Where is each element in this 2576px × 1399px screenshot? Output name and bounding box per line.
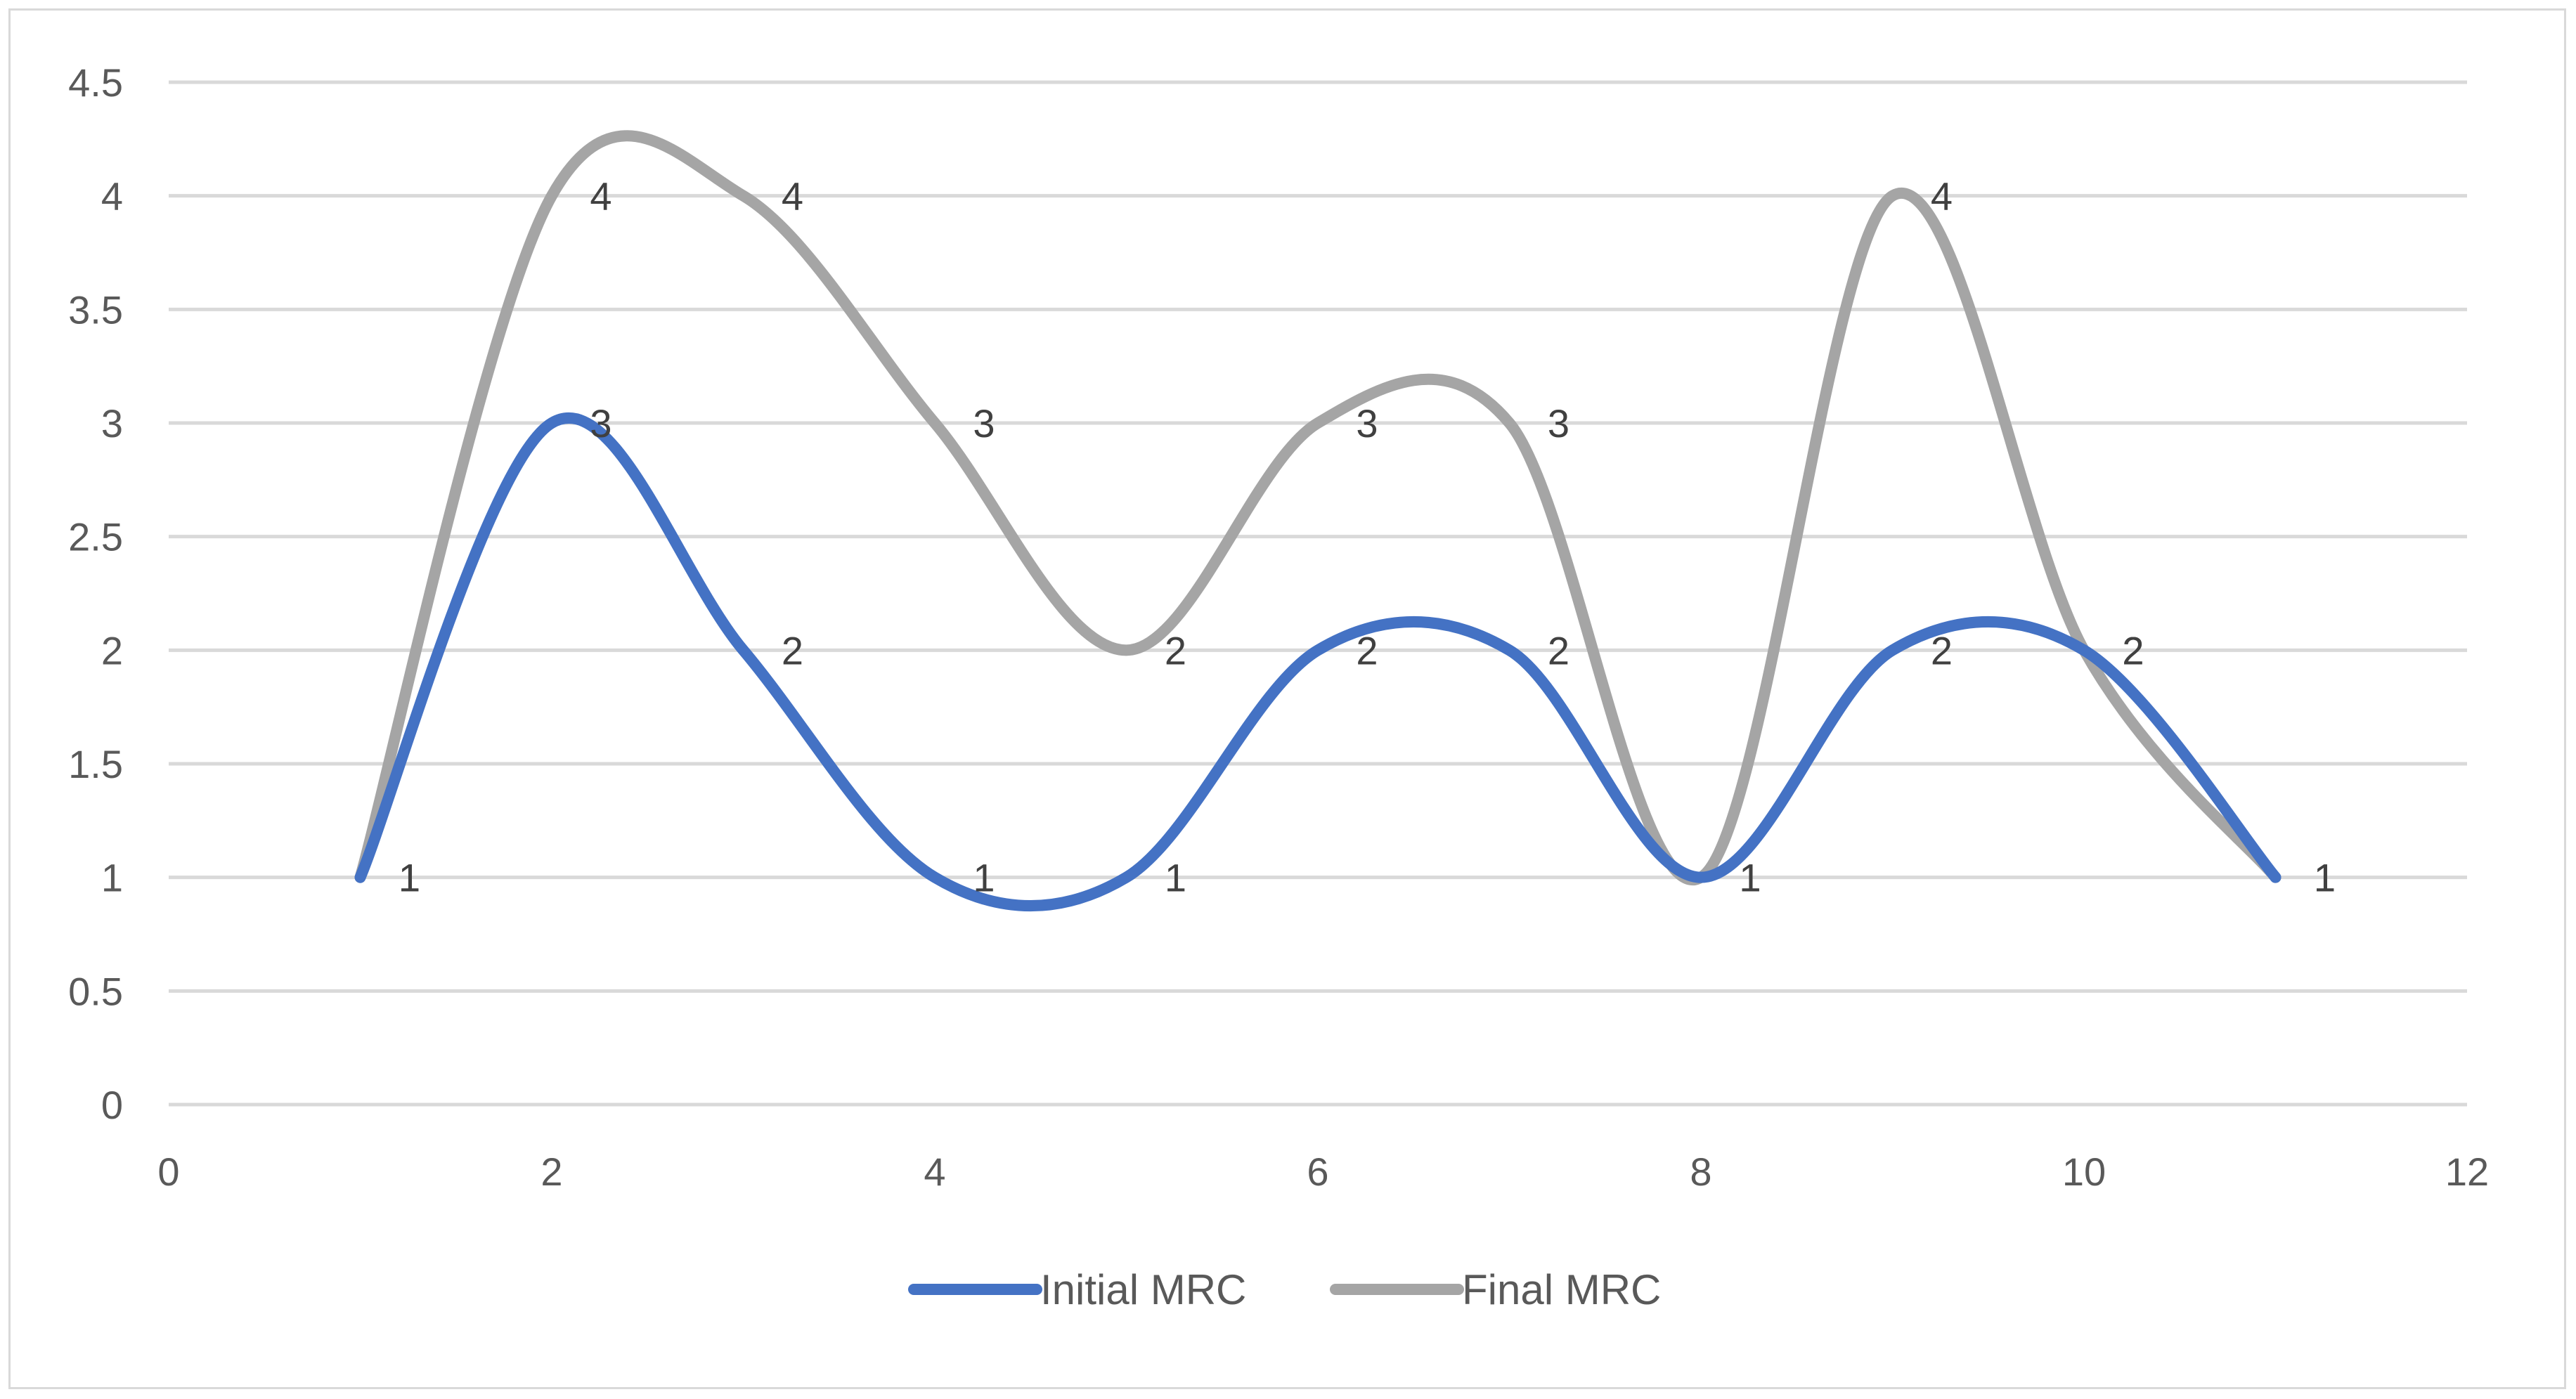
y-tick-label: 3	[101, 401, 123, 445]
legend-label: Final MRC	[1462, 1266, 1661, 1313]
y-tick-label: 0	[101, 1083, 123, 1127]
data-label: 3	[1548, 401, 1569, 445]
y-tick-label: 1	[101, 856, 123, 900]
y-tick-label: 2.5	[68, 515, 123, 559]
data-label: 2	[1931, 628, 1953, 672]
data-label: 4	[590, 174, 611, 219]
y-tick-label: 4	[101, 174, 123, 219]
y-tick-label: 1.5	[68, 742, 123, 786]
y-tick-label: 4.5	[68, 60, 123, 105]
data-label: 1	[2314, 856, 2336, 900]
data-label: 2	[1165, 628, 1186, 672]
data-label: 2	[1548, 628, 1569, 672]
x-tick-label: 8	[1690, 1150, 1711, 1194]
data-label: 1	[1739, 856, 1761, 900]
x-tick-label: 10	[2062, 1150, 2106, 1194]
data-label: 3	[973, 401, 995, 445]
data-label: 2	[1356, 628, 1378, 672]
legend: Initial MRC Final MRC	[908, 1266, 1661, 1313]
data-label: 2	[2122, 628, 2144, 672]
data-label: 1	[1165, 856, 1186, 900]
y-axis-ticks: 0 0.5 1 1.5 2 2.5 3 3.5 4 4.5	[68, 60, 123, 1127]
x-tick-label: 2	[541, 1150, 562, 1194]
series-line-final-mrc	[354, 130, 2281, 885]
data-label: 4	[782, 174, 803, 219]
y-tick-label: 0.5	[68, 969, 123, 1013]
data-label: 3	[1356, 401, 1378, 445]
legend-label: Initial MRC	[1040, 1266, 1246, 1313]
gridlines	[169, 80, 2467, 1107]
data-label: 1	[973, 856, 995, 900]
x-tick-label: 12	[2445, 1150, 2489, 1194]
x-tick-label: 0	[157, 1150, 179, 1194]
x-tick-label: 4	[924, 1150, 945, 1194]
data-label: 3	[590, 401, 611, 445]
y-tick-label: 3.5	[68, 287, 123, 332]
data-label: 1	[399, 856, 420, 900]
x-tick-label: 6	[1307, 1150, 1328, 1194]
series-line-initial-mrc	[354, 412, 2281, 912]
data-label: 4	[1931, 174, 1953, 219]
data-label: 2	[782, 628, 803, 672]
y-tick-label: 2	[101, 628, 123, 672]
data-label: 1	[399, 856, 420, 900]
data-label: 2	[2122, 628, 2144, 672]
data-label: 1	[2314, 856, 2336, 900]
data-label: 1	[1739, 856, 1761, 900]
x-axis-ticks: 0 2 4 6 8 10 12	[157, 1150, 2489, 1194]
series-lines	[354, 130, 2281, 912]
